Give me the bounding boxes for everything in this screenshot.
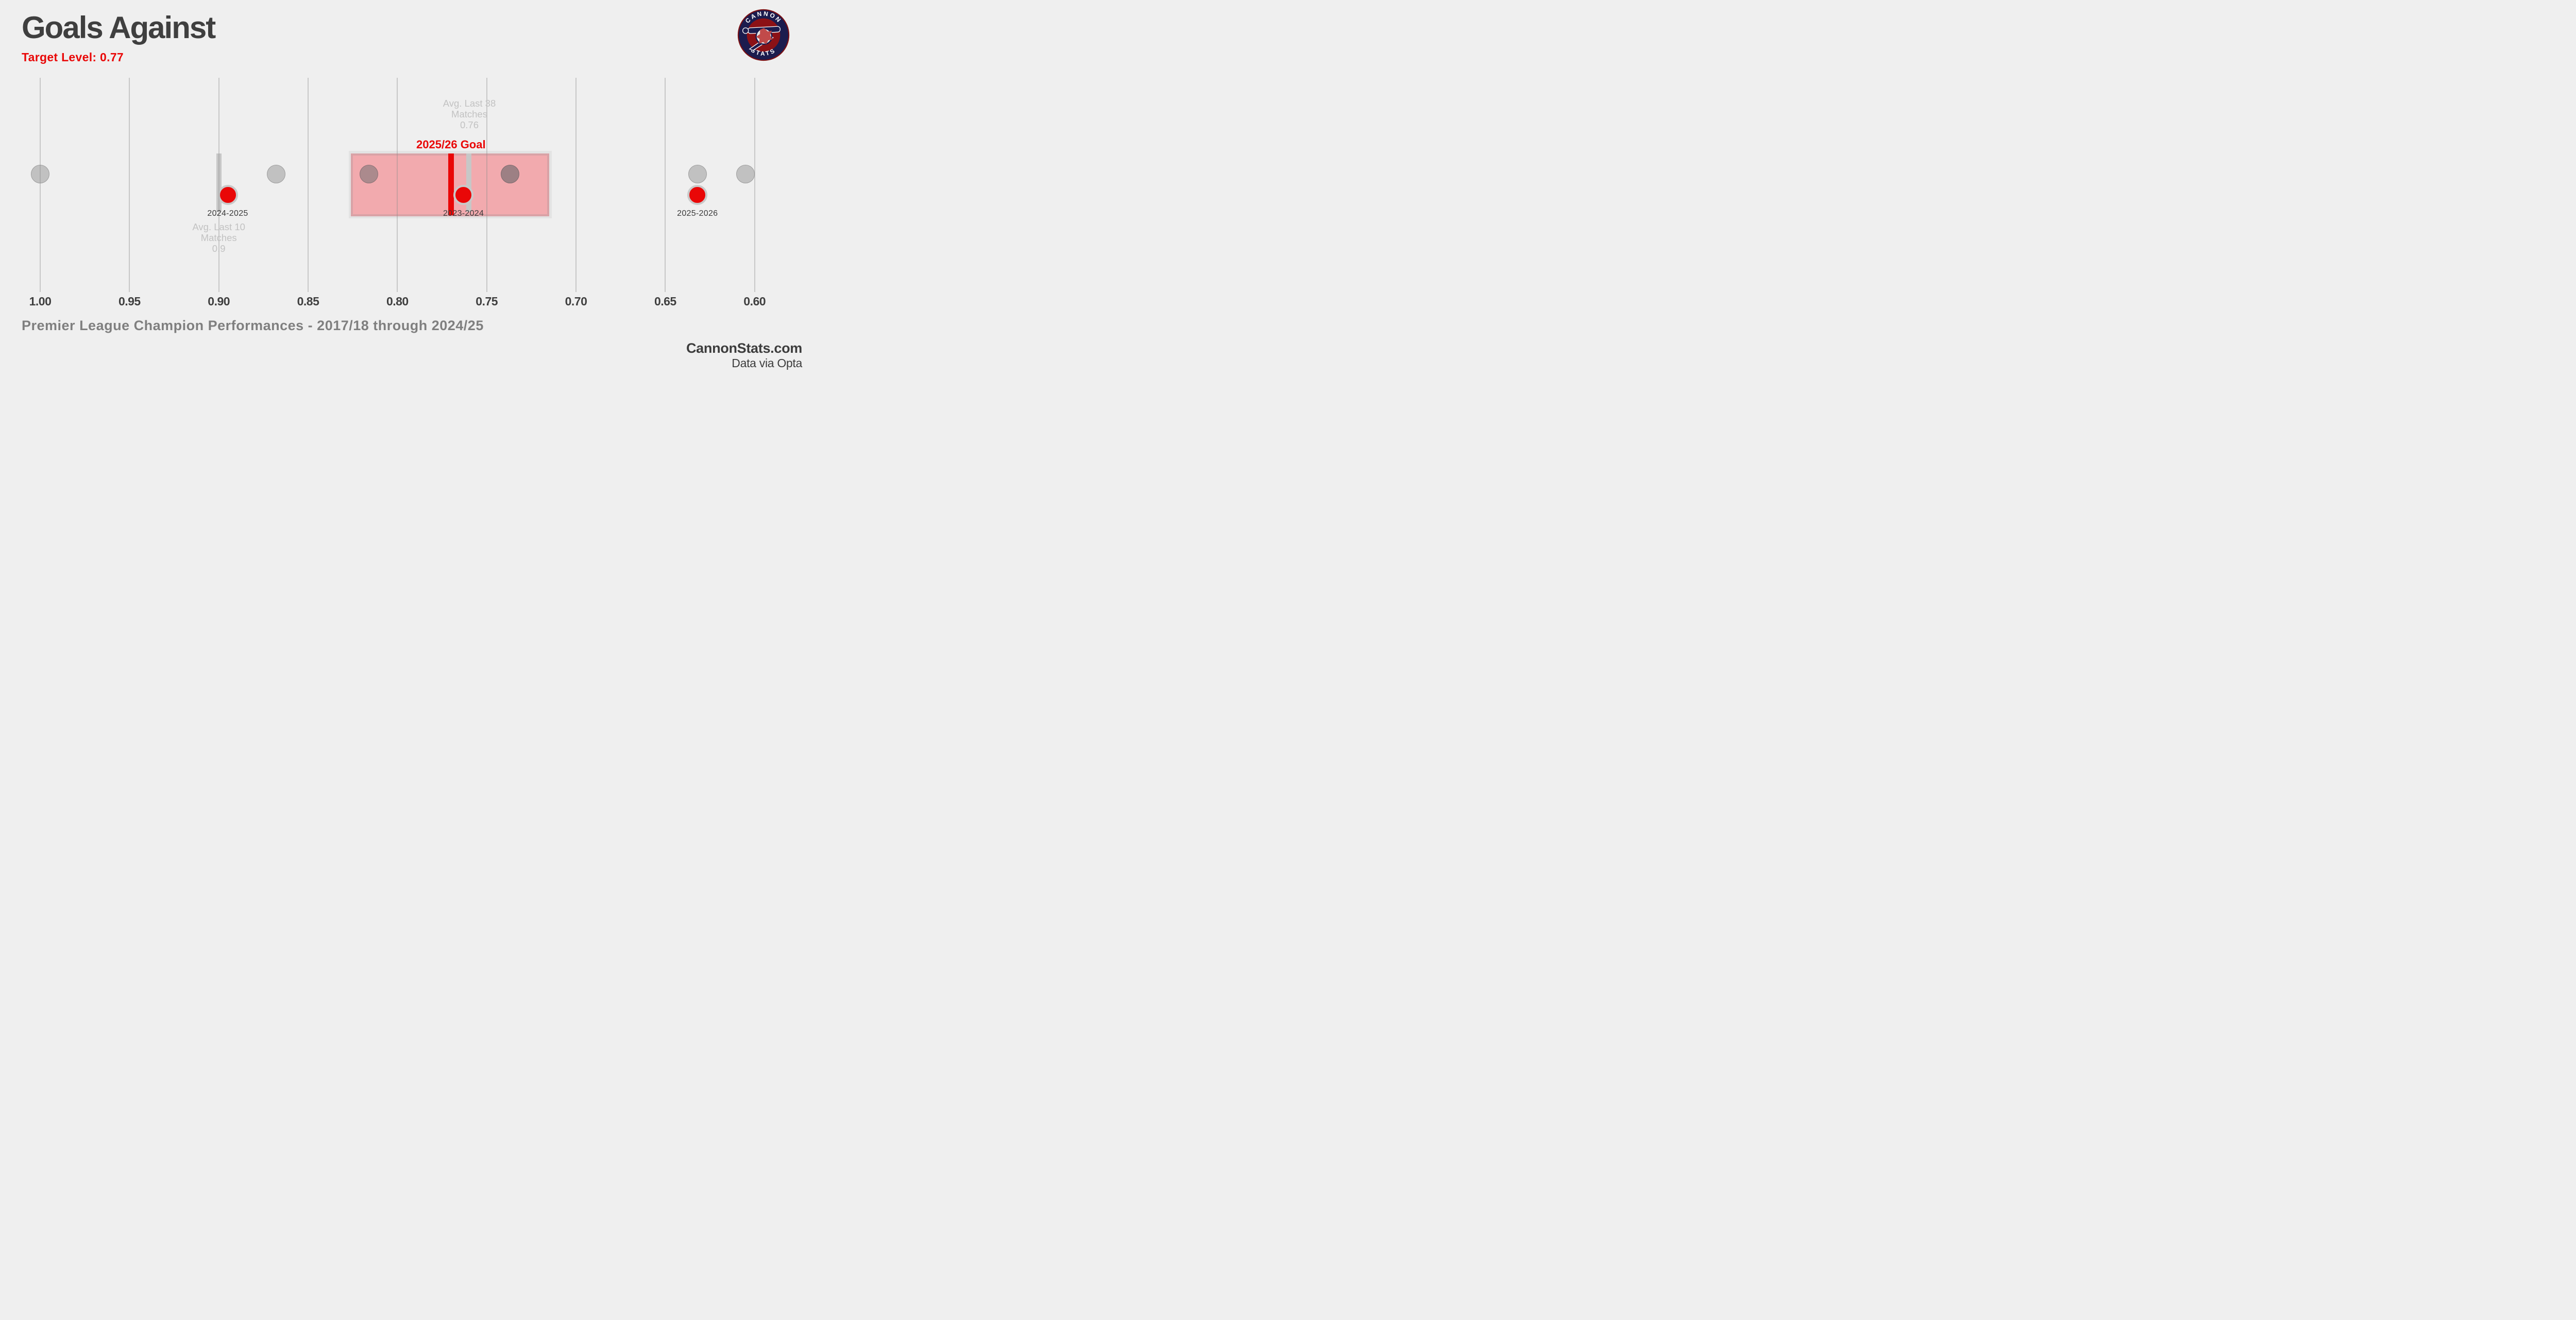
champion-dot [500,165,519,183]
avg-last-38-label-line1: Avg. Last 38 [443,98,496,109]
site-credit: CannonStats.com [686,340,802,356]
gridline-0.75 [486,78,487,292]
avg-last-38-label-line2: Matches [451,109,487,119]
logo-bottom-text: STATS [750,46,775,57]
x-tick-label: 0.95 [118,295,141,308]
x-tick-label: 0.80 [386,295,409,308]
x-tick-label: 0.90 [208,295,230,308]
season-label: 2025-2026 [677,209,718,218]
cannon-badge-icon: CANNON STATS [737,9,790,61]
x-tick-label: 0.70 [565,295,587,308]
gridline-0.90 [218,78,219,292]
plot-area: 1.00 0.95 0.90 0.85 0.80 0.75 0.70 0.65 0.60 Avg.… [0,0,808,381]
cannonstats-logo: CANNON STATS [737,9,790,61]
arsenal-dot-2025-2026 [687,185,708,205]
avg-last-10-label-line2: Matches [200,232,237,243]
avg-last-10-label-line3: 0.9 [212,243,226,254]
champion-dot [31,165,49,183]
svg-text:STATS: STATS [750,46,777,57]
champion-dot [359,165,378,183]
data-source: Data via Opta [732,356,802,370]
goal-band-label: 2025/26 Goal [416,138,486,151]
champion-dot [688,165,707,183]
target-level-label: Target Level: 0.77 [22,50,124,64]
avg-last-10-line [216,153,222,212]
gridline-0.70 [575,78,577,292]
x-tick-label: 0.60 [743,295,766,308]
gridline-0.85 [308,78,309,292]
arsenal-dot-2023-2024 [453,185,474,205]
gridline-0.65 [665,78,666,292]
champion-dot [736,165,755,183]
chart-canvas: Goals Against Target Level: 0.77 CANNON … [0,0,808,381]
avg-last-38-line [466,153,471,212]
x-tick-label: 1.00 [29,295,52,308]
caption: Premier League Champion Performances - 2… [22,318,484,333]
gridline-0.80 [397,78,398,292]
target-line [448,153,454,215]
season-label: 2023-2024 [443,209,484,218]
gridline-0.95 [129,78,130,292]
gridline-1.00 [40,78,41,292]
x-tick-label: 0.65 [654,295,676,308]
x-tick-label: 0.75 [476,295,498,308]
arsenal-dot-2024-2025 [217,185,238,205]
avg-last-10-label-line1: Avg. Last 10 [192,221,245,232]
page-title: Goals Against [22,10,216,45]
gridline-0.60 [754,78,755,292]
champion-dot [266,165,285,183]
season-label: 2024-2025 [207,209,248,218]
cannon-illustration-icon [742,26,781,51]
avg-last-38-label-line3: 0.76 [460,119,479,130]
x-tick-label: 0.85 [297,295,319,308]
